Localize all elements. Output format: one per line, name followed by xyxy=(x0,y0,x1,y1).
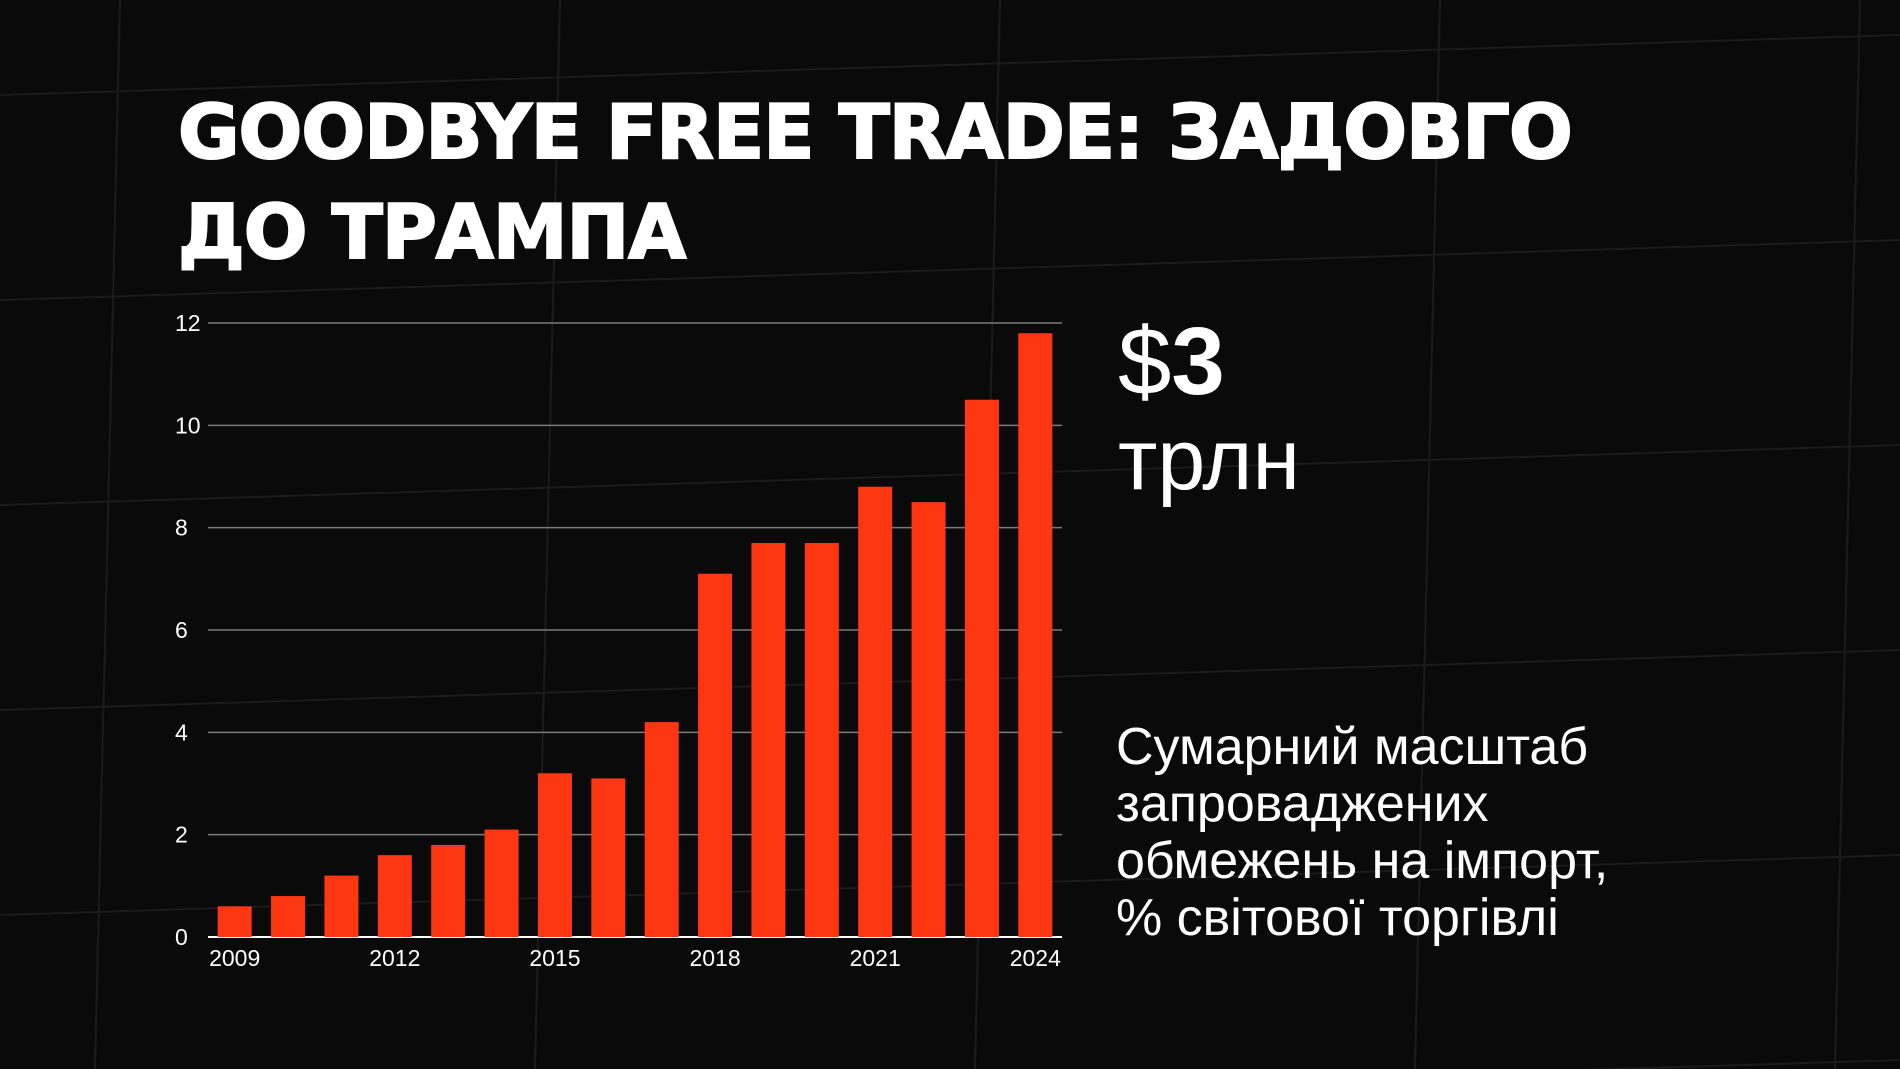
bar-2019 xyxy=(751,543,786,937)
y-tick-label: 12 xyxy=(175,310,201,336)
y-axis-labels: 0 2 4 6 8 10 12 xyxy=(175,310,201,950)
bar-2018 xyxy=(698,573,733,937)
chart-caption: Сумарний масштаб запроваджених обмежень … xyxy=(1116,718,1609,947)
y-tick-label: 0 xyxy=(175,924,188,950)
stat-unit: трлн xyxy=(1118,412,1300,508)
bar-2016 xyxy=(591,778,626,937)
page-title: GOODBYE FREE TRADE: ЗАДОВГО ДО ТРАМПА xyxy=(177,87,1574,277)
x-tick-label: 2012 xyxy=(369,945,420,971)
stat-currency: $ xyxy=(1118,308,1172,415)
y-tick-label: 4 xyxy=(175,719,188,745)
bar-2021 xyxy=(858,486,893,937)
x-tick-label: 2015 xyxy=(529,945,580,971)
bar-2015 xyxy=(537,773,572,937)
bar-2009 xyxy=(217,906,252,937)
y-tick-label: 8 xyxy=(175,515,188,541)
bar-2023 xyxy=(964,399,999,937)
bar-2017 xyxy=(644,722,679,937)
bar-2010 xyxy=(271,896,306,937)
stat-amount: $3 xyxy=(1118,312,1538,412)
headline-stat: $3 трлн xyxy=(1118,312,1538,509)
bar-2020 xyxy=(804,543,839,937)
bar-2014 xyxy=(484,829,519,937)
y-tick-label: 2 xyxy=(175,822,188,848)
bar-2024 xyxy=(1018,333,1053,937)
chart-bars xyxy=(217,333,1053,937)
bar-2011 xyxy=(324,875,359,937)
bar-2022 xyxy=(911,502,946,937)
y-tick-label: 10 xyxy=(175,412,201,438)
x-tick-label: 2021 xyxy=(850,945,901,971)
bar-2012 xyxy=(377,855,412,937)
y-tick-label: 6 xyxy=(175,617,188,643)
x-axis-labels: 2009 2012 2015 2018 2021 2024 xyxy=(209,945,1061,971)
stat-value: 3 xyxy=(1171,308,1225,415)
bar-2013 xyxy=(431,844,466,937)
x-tick-label: 2018 xyxy=(689,945,740,971)
x-tick-label: 2009 xyxy=(209,945,260,971)
x-tick-label: 2024 xyxy=(1010,945,1061,971)
